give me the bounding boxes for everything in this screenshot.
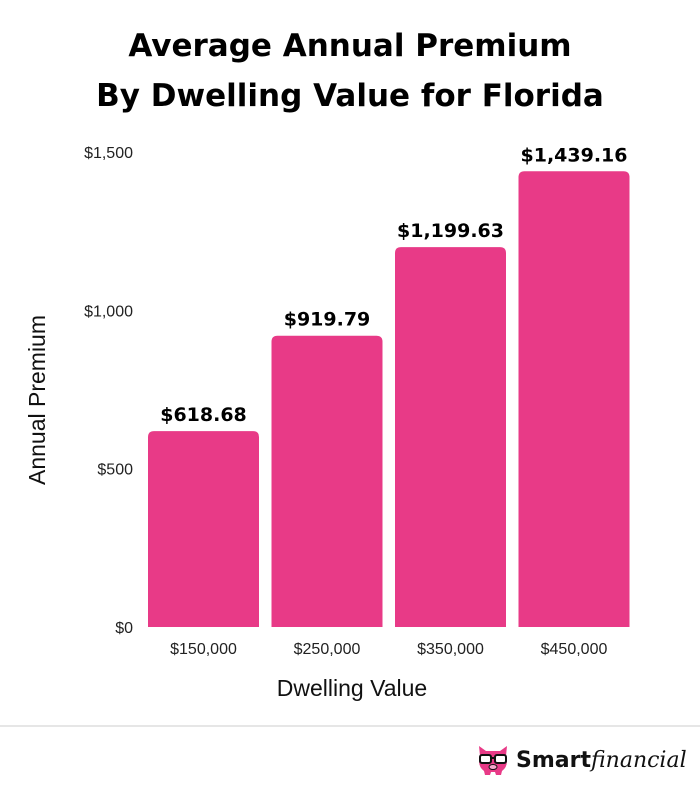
y-tick-label: $500 [97,462,133,479]
y-axis-label: Annual Premium [24,315,50,485]
x-tick-label: $150,000 [170,641,237,658]
bar [395,247,506,627]
logo-text-financial: financial [590,747,687,773]
smartfinancial-logo: Smart financial [476,744,687,776]
y-tick-label: $1,500 [84,145,133,162]
x-axis-label: Dwelling Value [277,675,427,701]
bar [271,335,383,627]
data-label: $1,199.63 [397,220,504,242]
logo-text-smart: Smart [516,747,591,773]
piggy-glasses-icon [479,746,507,775]
bar [148,431,259,627]
y-tick-label: $0 [115,620,133,637]
x-tick-label: $250,000 [294,641,361,658]
y-tick-label: $1,000 [84,303,133,320]
chart-title-line-1: Average Annual Premium [128,28,571,64]
x-tick-label: $450,000 [541,641,608,658]
chart-title-line-2: By Dwelling Value for Florida [96,78,604,114]
bar [518,171,630,628]
data-label: $618.68 [160,404,247,426]
x-tick-label: $350,000 [417,641,484,658]
data-label: $919.79 [284,309,371,331]
data-label: $1,439.16 [521,144,628,166]
